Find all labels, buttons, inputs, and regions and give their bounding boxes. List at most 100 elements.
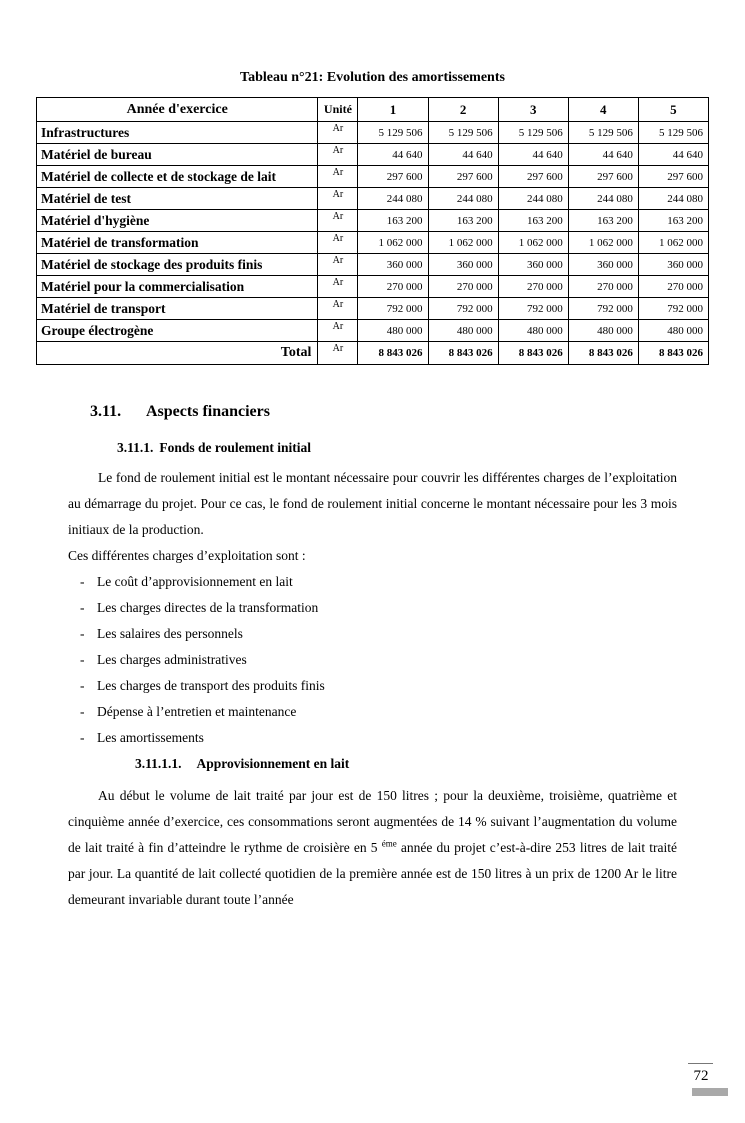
total-value: 8 843 026 (637, 341, 710, 365)
table-total-row: Total Ar 8 843 026 8 843 026 8 843 026 8… (35, 341, 710, 365)
cell-value: 244 080 (497, 187, 569, 210)
cell-value: 244 080 (637, 187, 710, 210)
cell-value: 5 129 506 (567, 121, 639, 144)
superscript-eme: éme (381, 838, 397, 849)
cell-value: 480 000 (357, 319, 429, 342)
page-number: 72 (693, 1068, 709, 1084)
table-row: Matériel d'hygiène Ar 163 200 163 200 16… (35, 209, 710, 232)
table-caption: Tableau n°21: Evolution des amortissemen… (240, 70, 505, 85)
cell-value: 5 129 506 (427, 121, 499, 144)
footer-shading-bar (692, 1088, 728, 1096)
page-content: Tableau n°21: Evolution des amortissemen… (0, 70, 745, 913)
cell-value: 270 000 (637, 275, 710, 298)
list-item: - Les amortissements (36, 725, 709, 751)
cell-value: 1 062 000 (357, 231, 429, 254)
table-row: Matériel de test Ar 244 080 244 080 244 … (35, 187, 710, 210)
cell-value: 163 200 (567, 209, 639, 232)
cell-value: 270 000 (427, 275, 499, 298)
header-year-4: 4 (567, 97, 639, 122)
section-title: Aspects financiers (146, 403, 270, 420)
cell-value: 163 200 (637, 209, 710, 232)
header-year-1: 1 (357, 97, 429, 122)
cell-value: 1 062 000 (427, 231, 499, 254)
dash-marker: - (80, 704, 85, 719)
header-year-3: 3 (497, 97, 569, 122)
row-unit: Ar (317, 165, 359, 188)
section-title: Fonds de roulement initial (159, 440, 312, 455)
total-value: 8 843 026 (567, 341, 639, 365)
list-item-text: Les charges directes de la transformatio… (97, 600, 319, 615)
dash-marker: - (80, 730, 85, 745)
cell-value: 792 000 (567, 297, 639, 320)
table-row: Matériel de transport Ar 792 000 792 000… (35, 297, 710, 320)
cell-value: 297 600 (637, 165, 710, 188)
row-label: Matériel de test (35, 187, 319, 210)
cell-value: 792 000 (637, 297, 710, 320)
cell-value: 480 000 (567, 319, 639, 342)
cell-value: 480 000 (497, 319, 569, 342)
paragraph-approvisionnement: Au début le volume de lait traité par jo… (68, 783, 677, 913)
row-unit: Ar (317, 319, 359, 342)
list-item: - Les charges de transport des produits f… (36, 673, 709, 699)
cell-value: 360 000 (497, 253, 569, 276)
document-page: { "table_title": "Tableau n°21: Evolutio… (0, 70, 745, 1123)
total-value: 8 843 026 (357, 341, 429, 365)
cell-value: 44 640 (567, 143, 639, 166)
cell-value: 297 600 (357, 165, 429, 188)
cell-value: 270 000 (497, 275, 569, 298)
cell-value: 792 000 (357, 297, 429, 320)
list-item-text: Les charges de transport des produits fi… (97, 678, 325, 693)
total-label: Total (35, 341, 319, 365)
total-value: 8 843 026 (497, 341, 569, 365)
row-label: Matériel de transport (35, 297, 319, 320)
cell-value: 792 000 (497, 297, 569, 320)
row-unit: Ar (317, 187, 359, 210)
header-label: Année d'exercice (35, 97, 319, 122)
row-label: Matériel de stockage des produits finis (35, 253, 319, 276)
paragraph-charges-intro: Ces différentes charges d’exploitation s… (68, 548, 306, 563)
cell-value: 1 062 000 (497, 231, 569, 254)
cell-value: 1 062 000 (567, 231, 639, 254)
table-row: Matériel de bureau Ar 44 640 44 640 44 6… (35, 143, 710, 166)
section-number: 3.11. (90, 403, 122, 420)
row-label: Groupe électrogène (35, 319, 319, 342)
paragraph-fonds-roulement: Le fond de roulement initial est le mont… (68, 470, 677, 537)
list-item-text: Dépense à l’entretien et maintenance (97, 704, 297, 719)
list-item-text: Les amortissements (97, 730, 204, 745)
list-item: - Dépense à l’entretien et maintenance (36, 699, 709, 725)
row-label: Matériel de transformation (35, 231, 319, 254)
table-row: Matériel de transformation Ar 1 062 000 … (35, 231, 710, 254)
cell-value: 163 200 (357, 209, 429, 232)
table-row: Matériel de stockage des produits finis … (35, 253, 710, 276)
table-row: Infrastructures Ar 5 129 506 5 129 506 5… (35, 121, 710, 144)
section-heading-3-11: 3.11. Aspects financiers (90, 403, 709, 421)
cell-value: 297 600 (497, 165, 569, 188)
cell-value: 480 000 (637, 319, 710, 342)
cell-value: 5 129 506 (497, 121, 569, 144)
cell-value: 244 080 (427, 187, 499, 210)
section-heading-3-11-1: 3.11.1. Fonds de roulement initial (117, 440, 709, 456)
table-header-row: Année d'exercice Unité 1 2 3 4 5 (35, 97, 710, 122)
cell-value: 244 080 (357, 187, 429, 210)
row-unit: Ar (317, 231, 359, 254)
cell-value: 5 129 506 (357, 121, 429, 144)
table-row: Matériel pour la commercialisation Ar 27… (35, 275, 710, 298)
footer-rule (688, 1063, 713, 1064)
dash-marker: - (80, 678, 85, 693)
list-item: - Le coût d’approvisionnement en lait (36, 569, 709, 595)
charges-list: - Le coût d’approvisionnement en lait - Le… (36, 569, 709, 751)
cell-value: 360 000 (567, 253, 639, 276)
list-item: - Les charges directes de la transformati… (36, 595, 709, 621)
cell-value: 297 600 (427, 165, 499, 188)
row-unit: Ar (317, 143, 359, 166)
total-unit: Ar (317, 341, 359, 365)
cell-value: 360 000 (637, 253, 710, 276)
row-unit: Ar (317, 297, 359, 320)
cell-value: 270 000 (567, 275, 639, 298)
list-item-text: Les charges administratives (97, 652, 247, 667)
list-item: - Les salaires des personnels (36, 621, 709, 647)
row-unit: Ar (317, 275, 359, 298)
cell-value: 244 080 (567, 187, 639, 210)
list-item-text: Le coût d’approvisionnement en lait (97, 574, 293, 589)
cell-value: 44 640 (427, 143, 499, 166)
